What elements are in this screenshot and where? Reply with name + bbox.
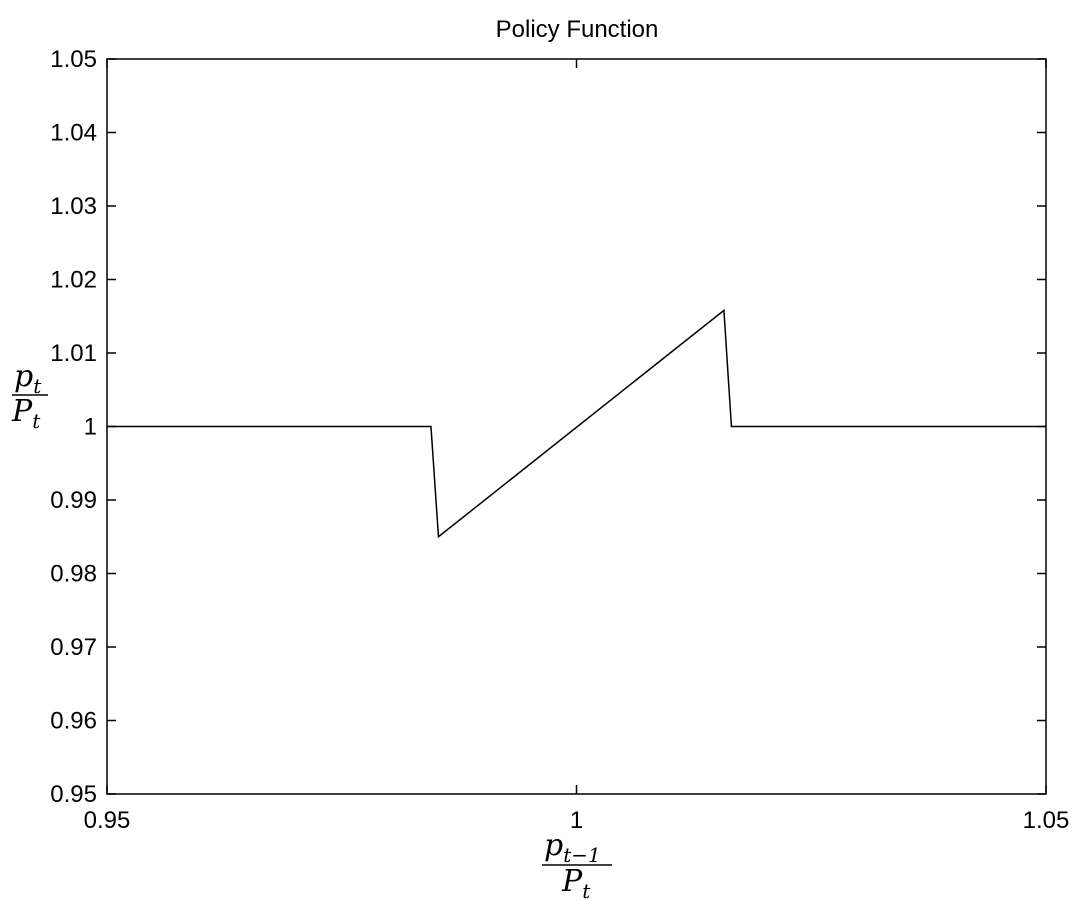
series-line <box>107 308 1046 539</box>
y-tick-label: 0.95 <box>50 781 97 808</box>
y-tick-label: 0.98 <box>50 561 97 588</box>
y-axis: 0.95 0.96 0.97 0.98 0.99 1 1.01 1.02 1.03 1.04 1.0… <box>50 46 1046 808</box>
y-tick-label: 1.01 <box>50 340 97 367</box>
y-tick-label: 0.97 <box>50 634 97 661</box>
x-axis-label: pt−1 Pt <box>542 828 612 901</box>
y-tick-label: 1.02 <box>50 267 97 294</box>
x-tick-label: 1 <box>570 807 583 834</box>
y-axis-label: pt Pt <box>11 359 48 433</box>
x-label-denominator: Pt <box>561 864 591 901</box>
y-tick-label: 1.04 <box>50 120 97 147</box>
y-tick-label: 1 <box>84 414 97 441</box>
y-tick-label: 0.96 <box>50 708 97 735</box>
x-tick-label: 1.05 <box>1023 807 1070 834</box>
y-label-numerator: pt <box>14 359 42 398</box>
y-tick-label: 1.03 <box>50 193 97 220</box>
y-tick-label: 0.99 <box>50 487 97 514</box>
chart-title: Policy Function <box>496 16 659 43</box>
y-label-denominator: Pt <box>11 394 41 433</box>
y-tick-label: 1.05 <box>50 46 97 73</box>
x-tick-label: 0.95 <box>84 807 131 834</box>
x-label-numerator: pt−1 <box>544 828 601 867</box>
x-axis: 0.95 1 1.05 <box>84 59 1070 834</box>
